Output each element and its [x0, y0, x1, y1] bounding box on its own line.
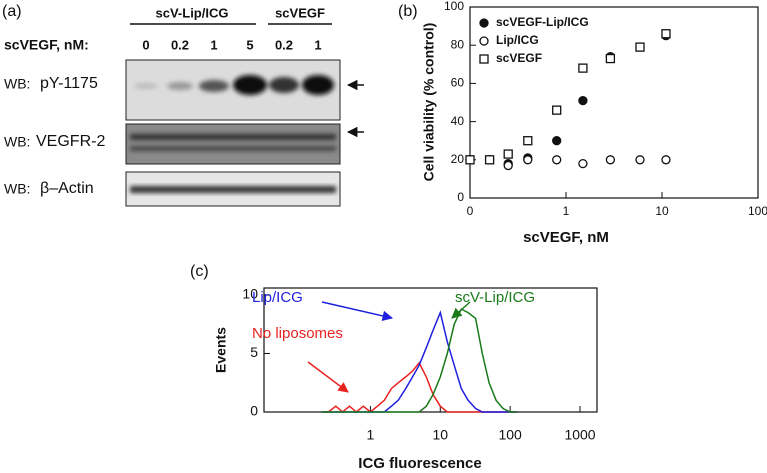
series-label: No liposomes — [252, 325, 343, 342]
marker — [661, 29, 671, 39]
arrow — [451, 301, 471, 319]
lane-label: 0 — [142, 37, 149, 52]
row-prefix: WB: — [4, 134, 30, 150]
y-tick-label: 0 — [250, 403, 258, 419]
marker — [479, 54, 489, 64]
marker — [605, 53, 616, 64]
marker — [523, 136, 533, 146]
lane-label: 0.2 — [171, 37, 189, 52]
marker — [503, 160, 513, 171]
bands — [130, 186, 336, 193]
row-label: β–Actin — [40, 180, 94, 197]
lane-label: 0.2 — [275, 37, 293, 52]
x-tick-label: 1 — [563, 204, 570, 218]
row-prefix: WB: — [4, 76, 30, 92]
marker — [578, 95, 588, 106]
marker — [479, 18, 489, 28]
y-axis-label: Cell viability (% control) — [421, 23, 437, 182]
plot-frame — [469, 6, 759, 199]
arrow — [321, 301, 394, 322]
blot-image — [125, 123, 341, 165]
row-label: pY-1175 — [40, 75, 98, 92]
series-label: Lip/ICG — [252, 289, 303, 306]
bands — [130, 134, 336, 151]
x-tick-label: 10 — [432, 427, 448, 443]
marker — [465, 155, 475, 165]
series-label: scV-Lip/ICG — [455, 289, 535, 306]
x-tick-label: 0 — [467, 204, 474, 218]
lane-label: 1 — [210, 37, 217, 52]
panel-label: (c) — [190, 263, 209, 280]
x-axis-label: scVEGF, nM — [523, 229, 609, 246]
marker — [661, 155, 671, 165]
marker — [635, 155, 645, 165]
chart: (b) 0 1 10 100 0 20 40 60 80 100 scVEGF, nM Cell via… — [398, 0, 767, 246]
row-prefix: WB: — [4, 181, 30, 197]
marker — [552, 136, 562, 146]
bands — [134, 75, 334, 95]
x-tick-label: 1000 — [564, 427, 595, 443]
x-tick-label: 10 — [655, 204, 669, 218]
marker — [635, 42, 645, 52]
legend-label: Lip/ICG — [496, 33, 539, 47]
y-tick-label: 0 — [457, 190, 464, 204]
marker — [479, 36, 489, 46]
blot-panel: (a) scV-Lip/ICG scVEGF scVEGF, nM: 0 0.2… — [2, 3, 364, 207]
x-tick-label: 100 — [498, 427, 522, 443]
marker — [605, 155, 616, 165]
plot-frame — [263, 287, 598, 413]
x-tick-label: 100 — [748, 204, 767, 218]
lane-label: 1 — [314, 37, 321, 52]
dose-label: scVEGF, nM: — [4, 37, 89, 53]
row-label: VEGFR-2 — [36, 133, 105, 150]
marker — [552, 105, 562, 115]
chart: (c) 1 10 100 1000 0 5 10 ICG fluorescence Events N… — [190, 263, 598, 472]
marker — [523, 155, 533, 165]
marker — [503, 149, 513, 159]
panel-label: (a) — [2, 3, 22, 20]
group-label: scVEGF — [275, 5, 325, 20]
y-tick-label: 60 — [451, 76, 465, 90]
marker — [552, 155, 562, 165]
y-tick-label: 20 — [451, 152, 465, 166]
marker — [578, 158, 588, 169]
y-tick-label: 40 — [451, 114, 465, 128]
y-axis-label: Events — [213, 327, 229, 373]
legend-label: scVEGF — [496, 51, 542, 65]
x-tick-label: 1 — [367, 427, 375, 443]
marker — [484, 155, 495, 165]
y-tick-label: 10 — [242, 286, 258, 302]
series-line — [321, 361, 518, 413]
y-tick-label: 80 — [451, 37, 465, 51]
x-axis-label: ICG fluorescence — [358, 455, 481, 472]
series-line — [321, 308, 518, 413]
legend-label: scVEGF-Lip/ICG — [496, 15, 589, 29]
group-label: scV-Lip/ICG — [156, 5, 229, 20]
panel-label: (b) — [398, 3, 418, 20]
lane-label: 5 — [246, 37, 253, 52]
marker — [578, 63, 588, 73]
y-tick-label: 100 — [444, 0, 464, 13]
arrow — [307, 361, 349, 393]
y-tick-label: 5 — [250, 344, 258, 360]
